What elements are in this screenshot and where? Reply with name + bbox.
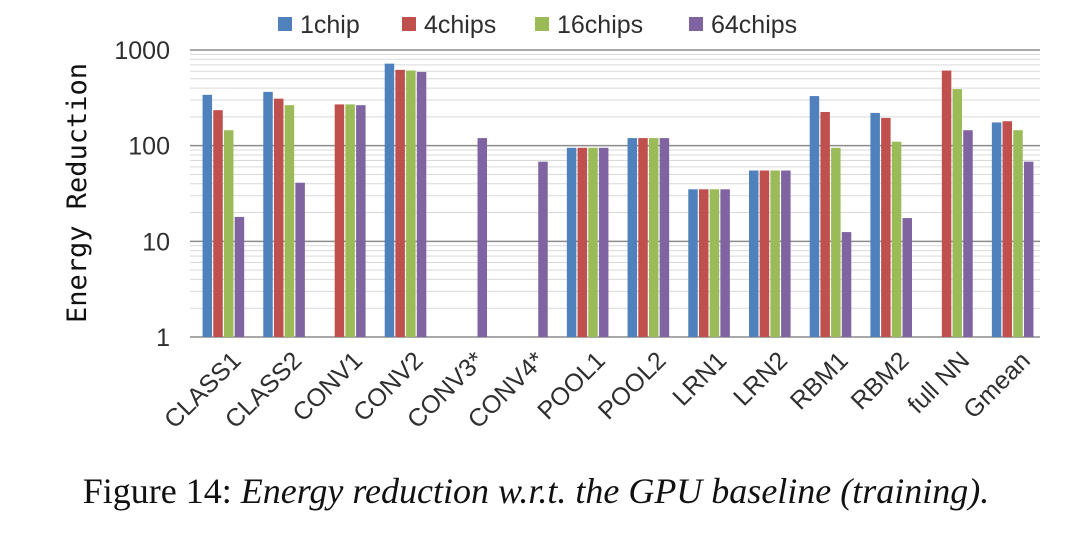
- energy-reduction-chart: 1 10 100 1000 CLASS1CLASS2CONV1CONV2CONV3*C…: [62, 11, 1040, 434]
- bar-64chips-conv4: [538, 161, 548, 337]
- bar-4chips-class2: [273, 98, 284, 337]
- bar-64chips-pool2: [659, 138, 670, 337]
- bar-1chip-pool2: [627, 138, 638, 337]
- bar-64chips-class1: [234, 216, 245, 337]
- legend-label: 4chips: [424, 11, 496, 39]
- bar-4chips-rbm2: [881, 117, 891, 338]
- x-tick-label: RBM2: [846, 346, 915, 415]
- bar-64chips-pool1: [598, 147, 609, 337]
- bar-64chips-gmean: [1023, 161, 1034, 337]
- bar-16chips-conv1: [345, 104, 355, 337]
- legend-swatch: [402, 17, 416, 31]
- bar-64chips-conv2: [416, 71, 427, 338]
- bar-1chip-conv2: [384, 63, 395, 337]
- y-tick-label: 1000: [114, 37, 170, 65]
- bar-64chips-class2: [295, 182, 305, 337]
- bar-16chips-lrn1: [709, 189, 720, 337]
- bar-4chips-class1: [213, 110, 223, 337]
- legend-swatch: [278, 17, 292, 31]
- bar-64chips-conv3: [477, 138, 488, 337]
- bar-4chips-conv2: [395, 69, 405, 337]
- bar-64chips-lrn2: [781, 170, 791, 337]
- legend-label: 64chips: [711, 11, 797, 39]
- x-tick-labels: CLASS1CLASS2CONV1CONV2CONV3*CONV4*POOL1P…: [159, 346, 1036, 434]
- y-tick-label: 100: [128, 133, 170, 161]
- bar-1chip-lrn2: [748, 170, 759, 337]
- grid-lines: [190, 49, 1040, 338]
- bar-16chips-gmean: [1013, 130, 1023, 337]
- y-axis-label: Energy Reduction: [62, 63, 93, 323]
- legend-label: 16chips: [557, 11, 643, 39]
- bar-64chips-conv1: [356, 105, 366, 337]
- bar-4chips-gmean: [1002, 121, 1013, 337]
- y-tick-label: 10: [142, 228, 170, 256]
- legend-swatch: [689, 17, 703, 31]
- bar-4chips-fullnn: [941, 70, 952, 338]
- bar-16chips-pool2: [648, 138, 659, 337]
- bar-4chips-pool2: [638, 138, 648, 337]
- bar-16chips-pool1: [588, 147, 598, 337]
- figure-caption: Figure 14: Energy reduction w.r.t. the G…: [0, 470, 1072, 512]
- legend-label: 1chip: [300, 11, 360, 39]
- x-tick-label: LRN2: [728, 346, 793, 411]
- bar-16chips-conv2: [406, 70, 416, 338]
- bar-64chips-rbm1: [841, 232, 852, 337]
- bar-16chips-rbm2: [891, 141, 902, 337]
- bar-1chip-class2: [263, 91, 273, 337]
- bar-16chips-class1: [223, 130, 234, 337]
- x-tick-label: LRN1: [667, 346, 732, 411]
- legend: 1chip 4chips 16chips 64chips: [278, 11, 797, 39]
- x-tick-label: Gmean: [958, 346, 1036, 424]
- bar-64chips-rbm2: [902, 218, 913, 337]
- y-tick-label: 1: [156, 324, 170, 352]
- bar-1chip-gmean: [991, 122, 1002, 338]
- x-tick-label: POOL1: [532, 346, 611, 425]
- bar-64chips-lrn1: [720, 189, 730, 337]
- bar-4chips-pool1: [577, 147, 588, 337]
- bar-16chips-class2: [284, 105, 295, 337]
- bar-1chip-pool1: [566, 147, 577, 337]
- bar-4chips-lrn2: [759, 170, 770, 337]
- caption-prefix: Figure 14:: [82, 471, 241, 511]
- bar-1chip-rbm1: [809, 96, 820, 337]
- legend-swatch: [535, 17, 549, 31]
- bar-1chip-rbm2: [870, 112, 880, 337]
- x-tick-label: RBM1: [785, 346, 854, 415]
- bar-4chips-conv1: [334, 104, 345, 337]
- bar-4chips-lrn1: [698, 189, 709, 337]
- bar-1chip-class1: [202, 94, 213, 337]
- bar-4chips-rbm1: [820, 111, 830, 337]
- bar-16chips-rbm1: [831, 147, 841, 337]
- bar-16chips-lrn2: [770, 170, 780, 337]
- bar-16chips-fullnn: [952, 89, 963, 337]
- caption-text: Energy reduction w.r.t. the GPU baseline…: [240, 471, 990, 511]
- y-tick-labels: 1 10 100 1000: [114, 37, 170, 352]
- bar-64chips-fullnn: [963, 130, 973, 337]
- bar-1chip-lrn1: [688, 189, 698, 337]
- bar-group: [202, 63, 1034, 338]
- x-tick-label: POOL2: [593, 346, 672, 425]
